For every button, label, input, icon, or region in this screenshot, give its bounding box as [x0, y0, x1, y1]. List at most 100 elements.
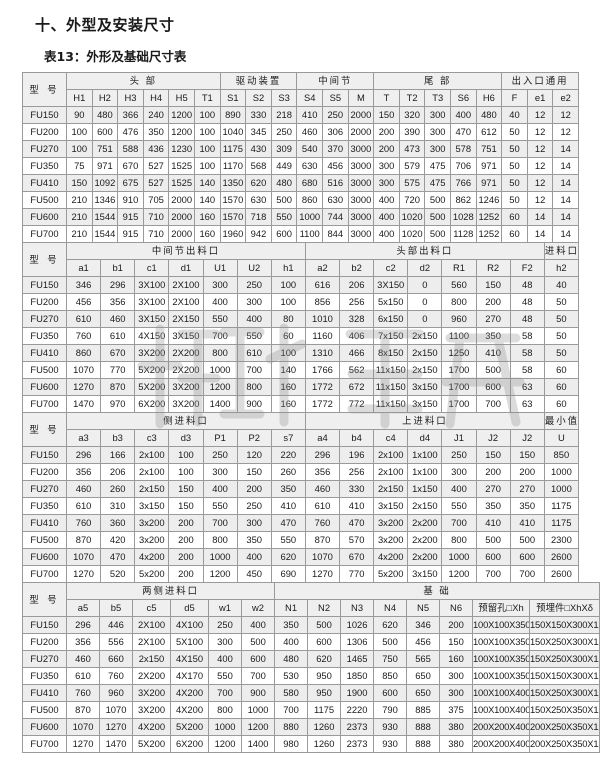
row-value-cell: 1525	[168, 157, 195, 175]
table1-column-header: S5	[322, 89, 349, 107]
table4-column-header: N2	[307, 599, 342, 617]
row-value-cell: 1200	[168, 106, 195, 124]
table2-column-header: b1	[100, 259, 136, 277]
row-value-cell: 100X100X400	[472, 684, 531, 702]
row-value-cell: 772	[339, 395, 375, 413]
row-value-cell: 888	[406, 718, 441, 736]
table1-column-header: S4	[296, 89, 323, 107]
row-value-cell: 3x150	[373, 497, 409, 515]
table2-column-header: d2	[407, 259, 443, 277]
table4-column-header: N6	[439, 599, 474, 617]
row-value-cell: 760	[99, 667, 133, 685]
dimensions-table-4: 型 号两侧进料口基 础 a5 b5 c5 d5 w1 w2 N1 N2 N3 N4 N5 N6 预留孔□…	[22, 582, 600, 753]
row-value-cell: 1200	[441, 565, 477, 583]
row-value-cell: 610	[66, 667, 100, 685]
row-value-cell: 1x150	[407, 480, 443, 498]
table-row: FU410 760 360 3x200 200 700 300 470 760 470 3x200 2…	[22, 514, 579, 532]
row-value-cell: 380	[439, 735, 474, 753]
row-value-cell: 400	[236, 310, 272, 328]
row-model-label: FU500	[22, 531, 67, 549]
table3-column-header: a3	[65, 429, 102, 447]
row-value-cell: 296	[66, 616, 100, 634]
row-value-cell: 400	[202, 293, 238, 311]
row-model-label: FU500	[22, 701, 67, 719]
row-value-cell: 1200	[202, 565, 238, 583]
table1-column-header: T	[373, 89, 400, 107]
table3-column-header: b3	[100, 429, 136, 447]
page-container: 十、外型及安装尺寸 表13：外形及基础尺寸表 型 号头 部驱动装置 中间节尾 部出…	[0, 14, 600, 774]
row-value-cell: 380	[439, 718, 474, 736]
table4-group-header: 基 础	[274, 582, 600, 600]
row-value-cell: 856	[304, 293, 341, 311]
row-value-cell: 100	[193, 157, 221, 175]
row-value-cell: 356	[65, 463, 102, 481]
row-value-cell: 1175	[543, 514, 579, 532]
row-value-cell: 930	[373, 735, 408, 753]
row-value-cell: 5x150	[373, 293, 409, 311]
table-row: FU700 1270 1470 5X200 6X200 1200 1400 980 1260 23…	[22, 735, 600, 753]
row-value-cell: 475	[424, 174, 451, 192]
table2-column-header: c1	[134, 259, 170, 277]
row-value-cell: 206	[100, 463, 136, 481]
row-value-cell: 1100	[296, 225, 323, 243]
row-value-cell: 760	[304, 514, 341, 532]
table1-column-header: M	[347, 89, 375, 107]
row-value-cell: 766	[450, 174, 477, 192]
row-value-cell: 1040	[219, 123, 247, 141]
row-value-cell: 2300	[543, 531, 579, 549]
row-value-cell: 3X150	[168, 327, 204, 345]
row-value-cell: 1570	[219, 191, 247, 209]
table3-column-header: J2	[475, 429, 511, 447]
table-3-column-row: a3 b3 c3 d3 P1 P2 s7 a4 b4 c4 d4 J1 J2 J2 U	[23, 429, 579, 447]
row-value-cell: 610	[65, 310, 102, 328]
row-value-cell: 910	[117, 191, 144, 209]
table-row: FU270 610 460 3X150 2X150 550 400 80 1010 328 6x15…	[22, 310, 579, 328]
table-1-body: FU150 90 480 366 240 1200 100 890 330 218 410 250 20…	[22, 106, 579, 243]
row-value-cell: 3000	[347, 225, 375, 243]
row-value-cell: 800	[441, 531, 477, 549]
row-value-cell: 400	[236, 548, 272, 566]
row-value-cell: 300	[202, 276, 238, 294]
row-value-cell: 700	[202, 327, 238, 345]
row-value-cell: 50	[543, 327, 579, 345]
row-value-cell: 300	[424, 106, 451, 124]
row-value-cell: 2X100	[132, 616, 171, 634]
row-value-cell: 1010	[304, 310, 341, 328]
table-row: FU700 1270 520 5x200 200 1200 450 690 1270 770 5x2…	[22, 565, 579, 583]
row-model-label: FU270	[22, 480, 67, 498]
row-value-cell: 3X150	[134, 310, 170, 328]
row-value-cell: 971	[475, 157, 503, 175]
table4-header-model: 型 号	[22, 582, 67, 617]
table-2-body: FU150 346 296 3X100 2X100 300 250 100 616 206 3X15…	[22, 276, 579, 413]
table-row: FU350 610 760 2X200 4X170 550 700 530 950 1850 850…	[22, 667, 600, 685]
row-value-cell: 300	[424, 123, 451, 141]
row-value-cell: 870	[65, 531, 102, 549]
row-value-cell: 3x200	[373, 514, 409, 532]
row-model-label: FU600	[22, 718, 67, 736]
row-value-cell: 100X100X350	[472, 633, 531, 651]
table-row: FU350 75 971 670 527 1525 100 1170 568 449 630 456 3…	[22, 157, 579, 175]
table3-column-header: d4	[407, 429, 443, 447]
row-value-cell: 200	[373, 140, 400, 158]
row-value-cell: 12	[552, 123, 579, 141]
row-value-cell: 744	[322, 208, 349, 226]
row-value-cell: 3x200	[134, 514, 170, 532]
row-model-label: FU150	[22, 616, 67, 634]
row-value-cell: 50	[543, 344, 579, 362]
row-value-cell: 1020	[398, 225, 426, 243]
row-value-cell: 50	[543, 293, 579, 311]
row-value-cell: 200	[168, 514, 204, 532]
row-value-cell: 350	[509, 497, 545, 515]
row-value-cell: 3x150	[407, 395, 443, 413]
table-row: FU600 1270 870 5X200 3X200 1200 800 160 1772 672 1…	[22, 378, 579, 396]
row-value-cell: 720	[398, 191, 426, 209]
table3-column-header: c3	[134, 429, 170, 447]
row-value-cell: 550	[202, 497, 238, 515]
row-value-cell: 710	[142, 225, 170, 243]
row-value-cell: 2x150	[407, 361, 443, 379]
table2-column-header: a1	[65, 259, 102, 277]
row-value-cell: 710	[142, 208, 170, 226]
row-value-cell: 1400	[240, 735, 276, 753]
row-value-cell: 306	[322, 123, 349, 141]
row-value-cell: 579	[398, 157, 426, 175]
